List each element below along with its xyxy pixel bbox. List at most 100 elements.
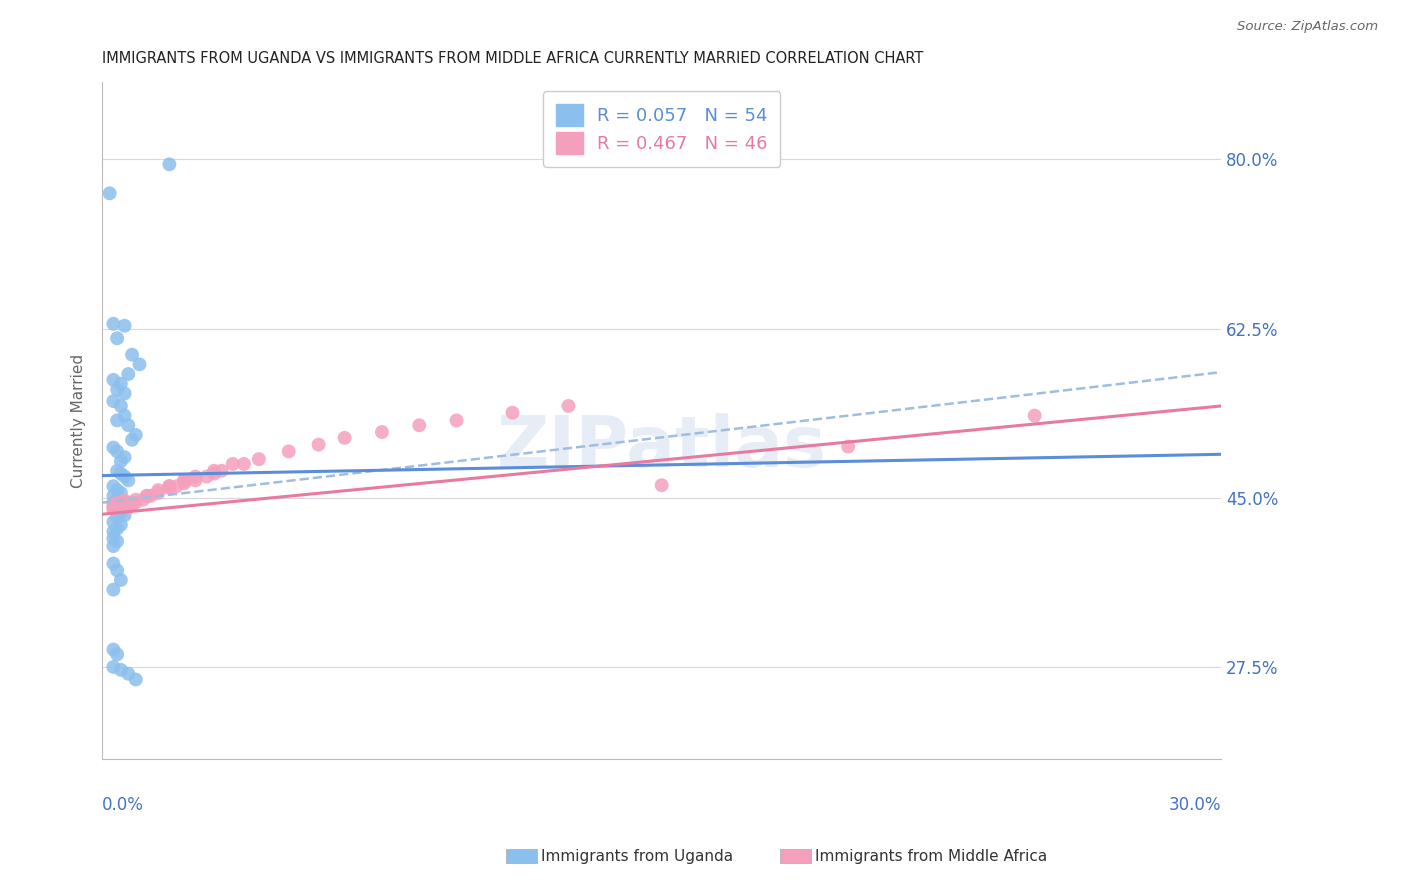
Point	[103, 539, 125, 553]
Point	[125, 495, 148, 509]
Y-axis label: Currently Married: Currently Married	[72, 353, 86, 488]
Point	[202, 464, 225, 478]
Point	[146, 483, 169, 497]
Point	[105, 563, 128, 577]
Point	[146, 486, 169, 500]
Point	[184, 469, 207, 483]
Point	[446, 413, 468, 427]
Point	[117, 367, 139, 381]
Point	[103, 317, 125, 331]
Point	[211, 464, 233, 478]
Point	[157, 479, 180, 493]
Point	[105, 522, 128, 536]
Point	[184, 474, 207, 488]
Point	[114, 409, 136, 423]
Point	[651, 478, 673, 492]
Text: Immigrants from Uganda: Immigrants from Uganda	[541, 849, 734, 863]
Point	[110, 486, 132, 500]
Point	[136, 489, 159, 503]
Point	[110, 663, 132, 677]
Point	[117, 418, 139, 433]
Point	[247, 452, 270, 467]
Point	[371, 425, 394, 439]
Point	[103, 557, 125, 571]
Text: Source: ZipAtlas.com: Source: ZipAtlas.com	[1237, 20, 1378, 33]
Point	[105, 413, 128, 427]
Point	[114, 508, 136, 523]
Point	[103, 489, 125, 503]
Point	[105, 383, 128, 397]
Point	[114, 469, 136, 483]
Point	[110, 399, 132, 413]
Point	[308, 437, 330, 451]
Point	[105, 464, 128, 478]
Point	[173, 476, 195, 491]
Point	[103, 532, 125, 546]
Point	[103, 642, 125, 657]
Point	[105, 331, 128, 345]
Point	[139, 489, 162, 503]
Point	[105, 510, 128, 524]
Point	[103, 515, 125, 529]
Point	[110, 376, 132, 391]
Point	[1024, 409, 1046, 423]
Point	[222, 457, 245, 471]
Point	[117, 495, 139, 509]
Point	[105, 495, 128, 509]
Text: 0.0%: 0.0%	[103, 796, 143, 814]
Text: Immigrants from Middle Africa: Immigrants from Middle Africa	[815, 849, 1047, 863]
Point	[408, 418, 430, 433]
Point	[98, 186, 121, 201]
Point	[105, 483, 128, 497]
Point	[105, 444, 128, 458]
Text: 30.0%: 30.0%	[1168, 796, 1222, 814]
Point	[195, 469, 218, 483]
Point	[157, 481, 180, 495]
Point	[117, 666, 139, 681]
Point	[110, 454, 132, 468]
Legend: R = 0.057   N = 54, R = 0.467   N = 46: R = 0.057 N = 54, R = 0.467 N = 46	[543, 91, 780, 167]
Point	[233, 457, 256, 471]
Point	[157, 479, 180, 493]
Point	[114, 318, 136, 333]
Point	[105, 534, 128, 549]
Point	[110, 517, 132, 532]
Point	[110, 499, 132, 513]
Point	[202, 467, 225, 481]
Point	[166, 479, 188, 493]
Point	[173, 474, 195, 488]
Point	[110, 573, 132, 587]
Point	[103, 582, 125, 597]
Point	[277, 444, 299, 458]
Point	[128, 358, 150, 372]
Point	[103, 394, 125, 409]
Point	[103, 441, 125, 455]
Point	[117, 500, 139, 515]
Point	[502, 406, 524, 420]
Point	[110, 467, 132, 481]
Point	[125, 492, 148, 507]
Point	[173, 474, 195, 488]
Point	[103, 495, 125, 509]
Point	[105, 502, 128, 516]
Point	[125, 428, 148, 442]
Point	[132, 492, 155, 507]
Text: ZIPatlas: ZIPatlas	[496, 413, 827, 482]
Point	[557, 399, 579, 413]
Point	[157, 157, 180, 171]
Point	[114, 493, 136, 508]
Point	[103, 479, 125, 493]
Point	[110, 500, 132, 515]
Point	[110, 505, 132, 519]
Point	[110, 499, 132, 513]
Point	[103, 498, 125, 512]
Point	[121, 498, 143, 512]
Text: IMMIGRANTS FROM UGANDA VS IMMIGRANTS FROM MIDDLE AFRICA CURRENTLY MARRIED CORREL: IMMIGRANTS FROM UGANDA VS IMMIGRANTS FRO…	[103, 51, 924, 66]
Point	[837, 440, 859, 454]
Point	[103, 660, 125, 674]
Point	[114, 450, 136, 465]
Point	[114, 386, 136, 401]
Point	[117, 474, 139, 488]
Point	[333, 431, 356, 445]
Point	[121, 433, 143, 447]
